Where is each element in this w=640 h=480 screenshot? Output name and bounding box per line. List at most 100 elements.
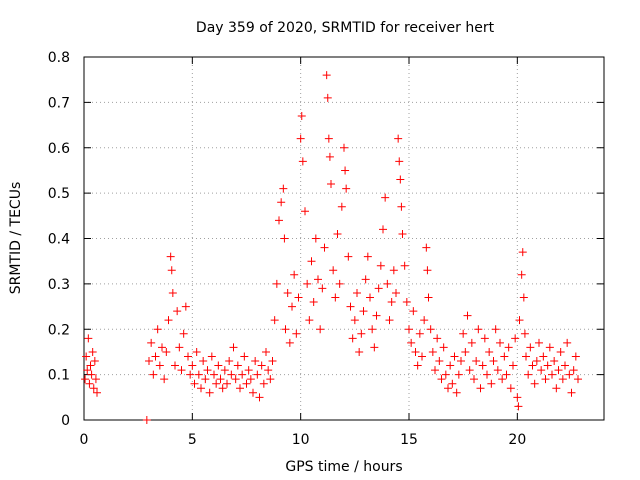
x-tick-label: 10 [292, 432, 310, 448]
data-point [487, 379, 496, 388]
data-point [539, 352, 548, 361]
data-point [277, 198, 286, 207]
data-point [88, 347, 97, 356]
y-tick-label: 0.5 [48, 186, 70, 202]
data-point [409, 307, 418, 316]
data-point [441, 370, 450, 379]
data-point [509, 361, 517, 370]
data-point [147, 338, 156, 347]
data-point [323, 93, 332, 102]
data-point [325, 152, 334, 161]
y-tick-label: 0.7 [48, 95, 70, 111]
data-point [452, 388, 461, 397]
x-tick-label: 20 [508, 432, 526, 448]
data-point [472, 357, 481, 366]
data-point [493, 366, 502, 375]
data-point [329, 266, 338, 275]
data-point [257, 361, 266, 370]
data-point [90, 357, 99, 366]
data-point [194, 370, 203, 379]
data-point [314, 275, 322, 284]
data-point [565, 370, 574, 379]
data-point [500, 352, 509, 361]
data-point [229, 343, 238, 352]
data-point [569, 366, 578, 375]
data-point [86, 361, 95, 370]
data-point [292, 329, 301, 338]
data-point [426, 325, 435, 334]
data-point [318, 284, 327, 293]
data-point [337, 202, 346, 211]
data-point [519, 293, 528, 302]
data-point [520, 329, 529, 338]
data-point [526, 343, 535, 352]
data-point [177, 366, 186, 375]
data-point [353, 288, 361, 297]
data-point [561, 361, 569, 370]
data-point [415, 329, 424, 338]
data-point [389, 266, 398, 275]
data-point [437, 375, 446, 384]
data-point [491, 325, 500, 334]
y-tick-label: 0.8 [48, 50, 70, 66]
data-point [164, 316, 173, 325]
data-point [264, 366, 273, 375]
data-point [149, 370, 158, 379]
data-point [145, 357, 153, 366]
data-point [348, 334, 357, 343]
data-point [335, 279, 344, 288]
data-point [283, 288, 292, 297]
data-point [530, 379, 539, 388]
data-point [467, 338, 476, 347]
data-point [83, 366, 92, 375]
data-point [395, 157, 404, 166]
data-point [316, 325, 325, 334]
data-point [155, 361, 164, 370]
data-point [446, 361, 455, 370]
x-tick-label: 5 [188, 432, 197, 448]
data-point [552, 384, 561, 393]
data-point [270, 316, 279, 325]
data-point [420, 316, 429, 325]
data-point [535, 338, 543, 347]
data-point [489, 357, 498, 366]
data-point [376, 261, 385, 270]
data-point [290, 270, 299, 279]
data-point [179, 329, 188, 338]
data-point [203, 366, 212, 375]
data-point [385, 316, 394, 325]
data-point [87, 370, 96, 379]
data-point [397, 202, 406, 211]
data-point [448, 379, 457, 388]
data-point [439, 343, 448, 352]
data-point [158, 343, 166, 352]
data-point [483, 370, 491, 379]
data-point [205, 388, 214, 397]
data-point [428, 347, 437, 356]
data-point [392, 288, 400, 297]
data-point [305, 316, 314, 325]
data-point [359, 307, 368, 316]
data-point [381, 193, 390, 202]
data-point [84, 334, 93, 343]
data-point [374, 284, 383, 293]
data-point [444, 384, 452, 393]
data-point [153, 325, 162, 334]
data-point [280, 234, 289, 243]
data-point [554, 366, 563, 375]
y-tick-label: 0.6 [48, 141, 70, 157]
data-point [309, 298, 318, 307]
data-point [457, 357, 465, 366]
data-point [285, 338, 294, 347]
data-point [361, 275, 370, 284]
data-point [372, 311, 381, 320]
data-point [296, 134, 305, 143]
data-point [474, 325, 483, 334]
data-point [307, 257, 316, 266]
data-point [288, 302, 296, 311]
data-point [405, 325, 413, 334]
data-point [423, 266, 432, 275]
data-point [251, 357, 260, 366]
data-point [223, 379, 231, 388]
data-point [246, 375, 255, 384]
